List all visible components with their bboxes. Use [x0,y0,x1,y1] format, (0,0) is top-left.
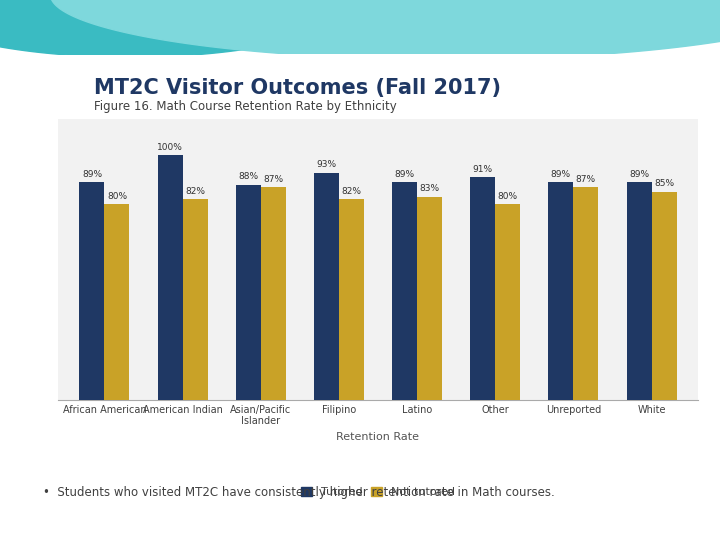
Bar [417,197,442,400]
Text: 80%: 80% [107,192,127,200]
Text: 82%: 82% [185,187,205,195]
Text: 93%: 93% [316,160,336,169]
X-axis label: Retention Rate: Retention Rate [336,431,420,442]
Bar [470,178,495,400]
Text: MT2C Visitor Outcomes (Fall 2017): MT2C Visitor Outcomes (Fall 2017) [94,78,500,98]
Text: 100%: 100% [157,143,183,152]
Bar [183,199,207,400]
Text: 88%: 88% [238,172,258,181]
Bar [392,183,417,400]
Text: 87%: 87% [264,174,284,184]
Bar [79,183,104,400]
Text: 89%: 89% [82,170,102,179]
Text: 91%: 91% [472,165,492,174]
Text: 83%: 83% [420,184,440,193]
Bar [549,183,573,400]
Bar [626,183,652,400]
Bar [235,185,261,400]
Text: 89%: 89% [629,170,649,179]
Text: 82%: 82% [341,187,361,195]
Text: Figure 16. Math Course Retention Rate by Ethnicity: Figure 16. Math Course Retention Rate by… [94,100,396,113]
Legend: Tutored, Not tutored: Tutored, Not tutored [297,484,459,501]
Text: 89%: 89% [551,170,571,179]
Text: 87%: 87% [576,174,596,184]
Bar [104,204,130,400]
Bar [573,187,598,400]
Bar [495,204,521,400]
Text: •  Students who visited MT2C have consistently higher retention rate in Math cou: • Students who visited MT2C have consist… [43,486,555,499]
Bar [261,187,286,400]
Text: 89%: 89% [395,170,415,179]
Bar [652,192,677,400]
Text: 85%: 85% [654,179,674,188]
Bar [339,199,364,400]
Bar [158,156,183,400]
Bar [314,172,339,400]
Text: 80%: 80% [498,192,518,200]
